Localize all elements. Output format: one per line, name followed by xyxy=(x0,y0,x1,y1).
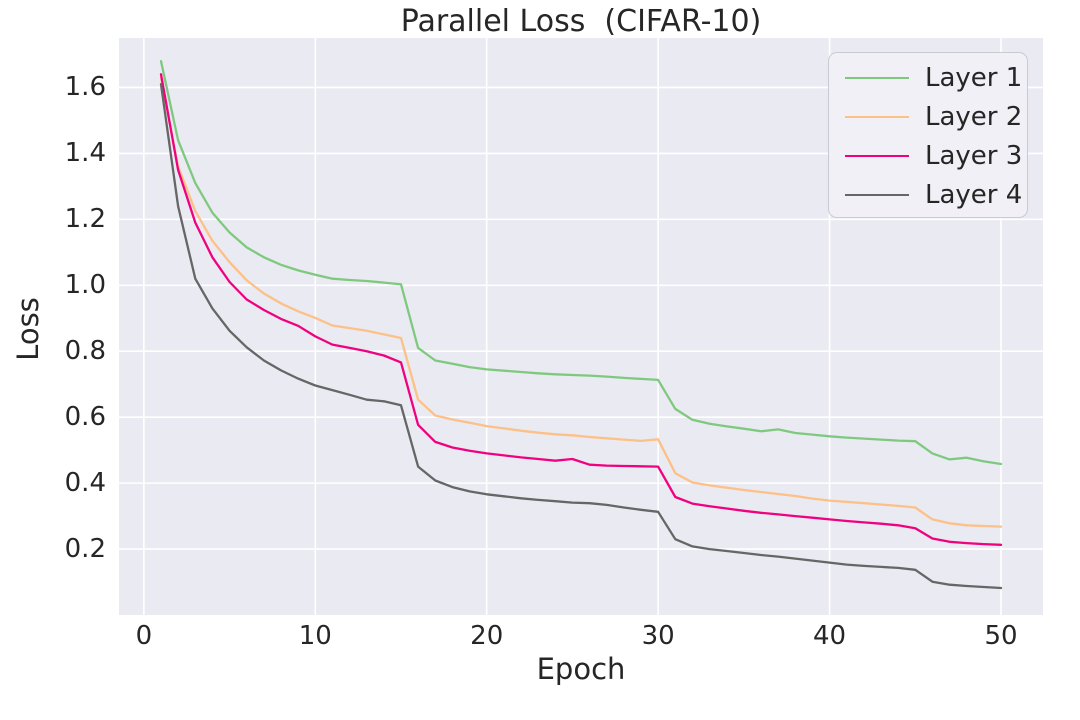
y-tick-label: 0.4 xyxy=(64,468,106,499)
y-axis-label: Loss xyxy=(11,297,45,361)
series-line-layer-4 xyxy=(159,83,1003,590)
legend-line-swatch xyxy=(845,115,909,118)
x-tick-label: 30 xyxy=(641,621,675,651)
legend-item: Layer 3 xyxy=(829,136,1027,175)
x-axis-label: Epoch xyxy=(536,652,626,686)
legend-item: Layer 4 xyxy=(829,175,1027,214)
x-tick-label: 50 xyxy=(984,621,1018,651)
legend-label: Layer 4 xyxy=(925,179,1023,210)
series-line-layer-2 xyxy=(159,76,1003,528)
y-tick-label: 0.6 xyxy=(64,402,106,433)
chart-title: Parallel Loss (CIFAR-10) xyxy=(400,4,762,39)
series-line-layer-1 xyxy=(159,59,1003,466)
legend-line-swatch xyxy=(845,193,909,196)
y-tick-label: 1.6 xyxy=(64,72,106,103)
legend-label: Layer 2 xyxy=(925,101,1023,132)
y-tick-label: 0.2 xyxy=(64,534,106,565)
x-tick-label: 20 xyxy=(470,621,504,651)
legend-item: Layer 1 xyxy=(829,58,1027,97)
legend-label: Layer 1 xyxy=(925,62,1023,93)
x-tick-label: 40 xyxy=(813,621,847,651)
legend-item: Layer 2 xyxy=(829,97,1027,136)
legend-label: Layer 3 xyxy=(925,140,1023,171)
legend-line-swatch xyxy=(845,76,909,79)
y-tick-label: 1.2 xyxy=(64,204,106,235)
y-tick-label: 0.8 xyxy=(64,336,106,367)
legend-line-swatch xyxy=(845,154,909,157)
legend: Layer 1 Layer 2 Layer 3 Layer 4 xyxy=(828,52,1028,218)
series-line-layer-3 xyxy=(159,73,1003,546)
x-tick-label: 0 xyxy=(135,621,153,651)
y-tick-label: 1.4 xyxy=(64,138,106,169)
y-tick-label: 1.0 xyxy=(64,270,106,301)
x-tick-label: 10 xyxy=(298,621,332,651)
